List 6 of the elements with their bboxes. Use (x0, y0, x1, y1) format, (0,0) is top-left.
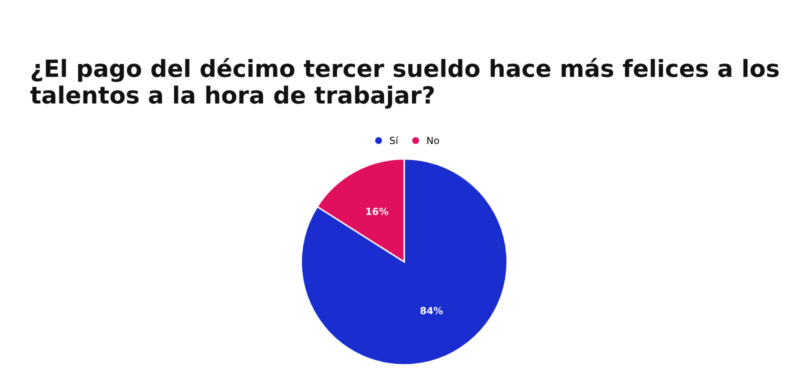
pie-slice (300, 158, 508, 366)
data-label: 84% (420, 306, 443, 314)
chart-title: ¿El pago del décimo tercer sueldo hace más felices a los talentos a la hora de trabajar? (30, 58, 779, 109)
legend-label: No (427, 136, 440, 144)
legend-label: Sí (390, 136, 398, 144)
data-label: 16% (366, 208, 388, 216)
